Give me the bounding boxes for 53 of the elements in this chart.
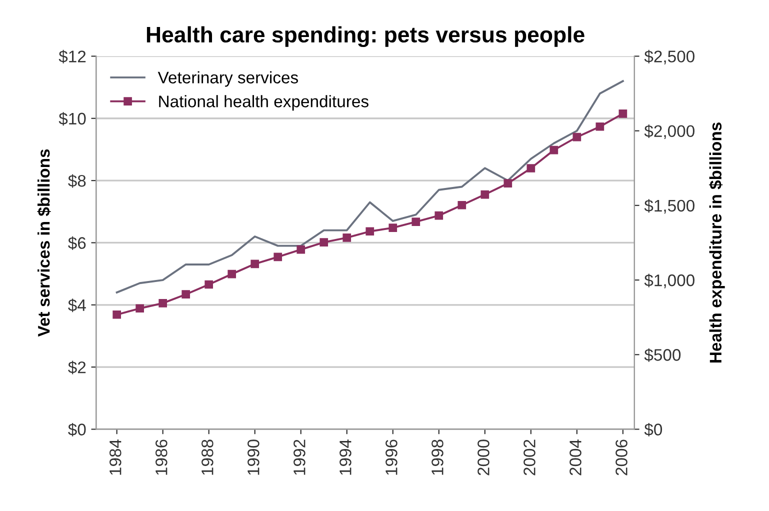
y2-tick-label: $1,500: [644, 199, 694, 214]
point: [228, 270, 236, 278]
x-tick-label: 1984: [110, 439, 122, 475]
y2-tick-label: $0: [644, 422, 662, 436]
y-tick-label: $2: [68, 360, 86, 374]
y2-tick-label: $2,000: [644, 124, 694, 139]
legend-label: Veterinary services: [158, 71, 298, 87]
y2-tick-label: $2,500: [644, 50, 694, 64]
point: [572, 132, 582, 142]
y-axis-title: Vet services in $billions: [37, 149, 51, 337]
y-tick-label: $6: [68, 236, 86, 250]
y-tick-label: $12: [58, 50, 86, 64]
x-tick-label: 1992: [294, 440, 306, 475]
point: [204, 280, 214, 289]
x-tick-label: 1994: [340, 439, 352, 475]
y2-tick-label: $1,000: [644, 274, 694, 288]
y2-tick-label: $500: [644, 348, 681, 362]
y-tick-label: $0: [68, 422, 86, 436]
point: [618, 109, 628, 118]
point: [274, 252, 282, 262]
point: [388, 224, 398, 232]
point: [412, 218, 420, 226]
point: [504, 179, 512, 188]
legend-label: National health expenditures: [159, 95, 368, 111]
x-tick-label: 2002: [524, 440, 536, 476]
chart-title: Health care spending: pets versus people: [146, 26, 584, 48]
point: [296, 245, 306, 254]
x-tick-label: 1998: [432, 440, 444, 475]
y-tick-label: $10: [58, 112, 86, 126]
point: [136, 304, 144, 313]
x-tick-label: 1996: [386, 440, 398, 475]
x-tick-label: 2000: [478, 440, 490, 476]
x-tick-label: 2004: [570, 439, 582, 476]
y-tick-label: $4: [68, 298, 86, 312]
x-tick-label: 1986: [156, 440, 168, 475]
y2-axis-title: Health expenditure in $billions: [709, 122, 725, 362]
point: [458, 200, 466, 210]
point: [182, 290, 190, 299]
point: [550, 146, 558, 154]
point: [434, 211, 444, 220]
x-tick-label: 1990: [248, 440, 260, 475]
x-tick-label: 2006: [616, 440, 628, 476]
point: [342, 233, 352, 242]
point: [112, 310, 121, 319]
point: [366, 227, 374, 236]
point: [526, 164, 536, 172]
point: [250, 260, 260, 268]
point: [158, 298, 168, 308]
point: [480, 190, 490, 199]
x-tick-label: 1988: [202, 440, 214, 475]
y-tick-label: $8: [68, 174, 86, 188]
point: [320, 238, 328, 246]
point: [596, 122, 604, 131]
